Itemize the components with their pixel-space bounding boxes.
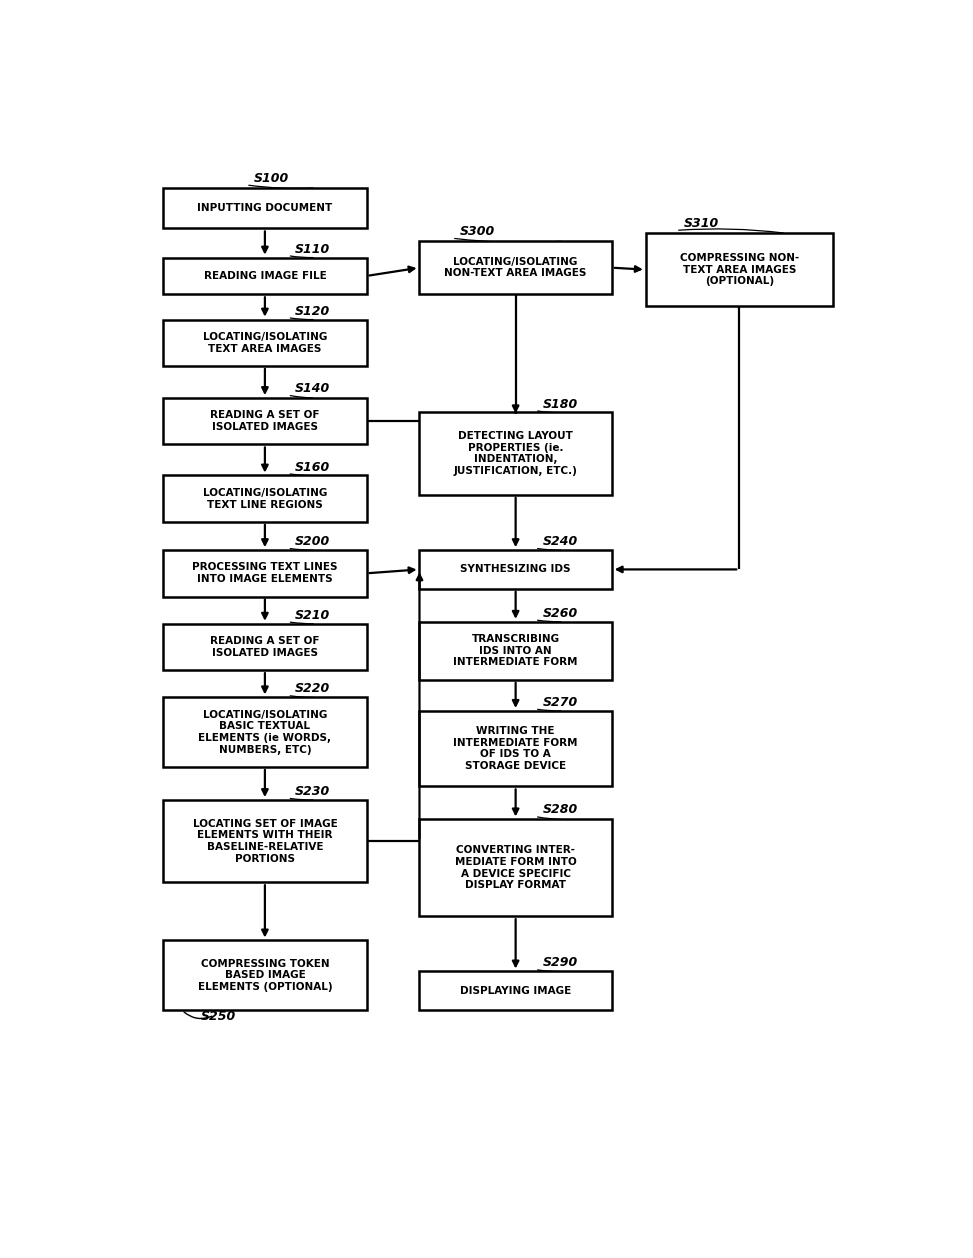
Text: S110: S110 [295,243,330,255]
Bar [419,971,612,1010]
Bar [163,187,367,229]
Bar [419,621,612,679]
Text: DISPLAYING IMAGE: DISPLAYING IMAGE [460,986,571,996]
Text: PROCESSING TEXT LINES
INTO IMAGE ELEMENTS: PROCESSING TEXT LINES INTO IMAGE ELEMENT… [192,562,338,584]
Text: READING A SET OF
ISOLATED IMAGES: READING A SET OF ISOLATED IMAGES [210,637,320,658]
Text: READING IMAGE FILE: READING IMAGE FILE [203,270,326,281]
Text: S210: S210 [295,609,330,621]
Bar [419,242,612,294]
Bar [163,320,367,366]
Bar [163,941,367,1010]
Text: S100: S100 [254,172,289,185]
Text: S230: S230 [295,785,330,798]
Text: DETECTING LAYOUT
PROPERTIES (ie.
INDENTATION,
JUSTIFICATION, ETC.): DETECTING LAYOUT PROPERTIES (ie. INDENTA… [453,431,578,476]
Text: COMPRESSING NON-
TEXT AREA IMAGES
(OPTIONAL): COMPRESSING NON- TEXT AREA IMAGES (OPTIO… [679,253,799,287]
Bar [163,550,367,596]
Bar [419,413,612,494]
Bar [163,800,367,882]
Text: S290: S290 [542,956,578,970]
Text: S240: S240 [542,535,578,548]
Text: S180: S180 [542,398,578,410]
Text: S270: S270 [542,696,578,710]
Text: SYNTHESIZING IDS: SYNTHESIZING IDS [460,565,571,575]
Text: LOCATING SET OF IMAGE
ELEMENTS WITH THEIR
BASELINE-RELATIVE
PORTIONS: LOCATING SET OF IMAGE ELEMENTS WITH THEI… [193,819,338,863]
Text: S280: S280 [542,804,578,816]
Text: LOCATING/ISOLATING
NON-TEXT AREA IMAGES: LOCATING/ISOLATING NON-TEXT AREA IMAGES [445,257,587,278]
Bar [163,476,367,522]
Bar [646,233,833,306]
Text: S310: S310 [683,218,719,230]
Text: S200: S200 [295,535,330,548]
Text: READING A SET OF
ISOLATED IMAGES: READING A SET OF ISOLATED IMAGES [210,410,320,431]
Text: S120: S120 [295,304,330,317]
Text: S300: S300 [459,225,494,238]
Bar [163,624,367,671]
Text: COMPRESSING TOKEN
BASED IMAGE
ELEMENTS (OPTIONAL): COMPRESSING TOKEN BASED IMAGE ELEMENTS (… [198,959,332,991]
Text: S140: S140 [295,382,330,395]
Text: INPUTTING DOCUMENT: INPUTTING DOCUMENT [198,203,333,213]
Text: WRITING THE
INTERMEDIATE FORM
OF IDS TO A
STORAGE DEVICE: WRITING THE INTERMEDIATE FORM OF IDS TO … [453,726,578,771]
Text: S160: S160 [295,460,330,473]
Bar [163,697,367,767]
Text: LOCATING/ISOLATING
TEXT LINE REGIONS: LOCATING/ISOLATING TEXT LINE REGIONS [202,488,327,509]
Text: S220: S220 [295,682,330,696]
Text: CONVERTING INTER-
MEDIATE FORM INTO
A DEVICE SPECIFIC
DISPLAY FORMAT: CONVERTING INTER- MEDIATE FORM INTO A DE… [454,845,577,891]
Text: TRANSCRIBING
IDS INTO AN
INTERMEDIATE FORM: TRANSCRIBING IDS INTO AN INTERMEDIATE FO… [453,634,578,668]
Text: S250: S250 [200,1010,236,1023]
Text: LOCATING/ISOLATING
TEXT AREA IMAGES: LOCATING/ISOLATING TEXT AREA IMAGES [202,332,327,353]
Bar [419,550,612,589]
Bar [163,398,367,444]
Bar [163,258,367,294]
Bar [419,819,612,916]
Text: S260: S260 [542,606,578,620]
Text: LOCATING/ISOLATING
BASIC TEXTUAL
ELEMENTS (ie WORDS,
NUMBERS, ETC): LOCATING/ISOLATING BASIC TEXTUAL ELEMENT… [198,710,332,755]
Bar [419,711,612,786]
